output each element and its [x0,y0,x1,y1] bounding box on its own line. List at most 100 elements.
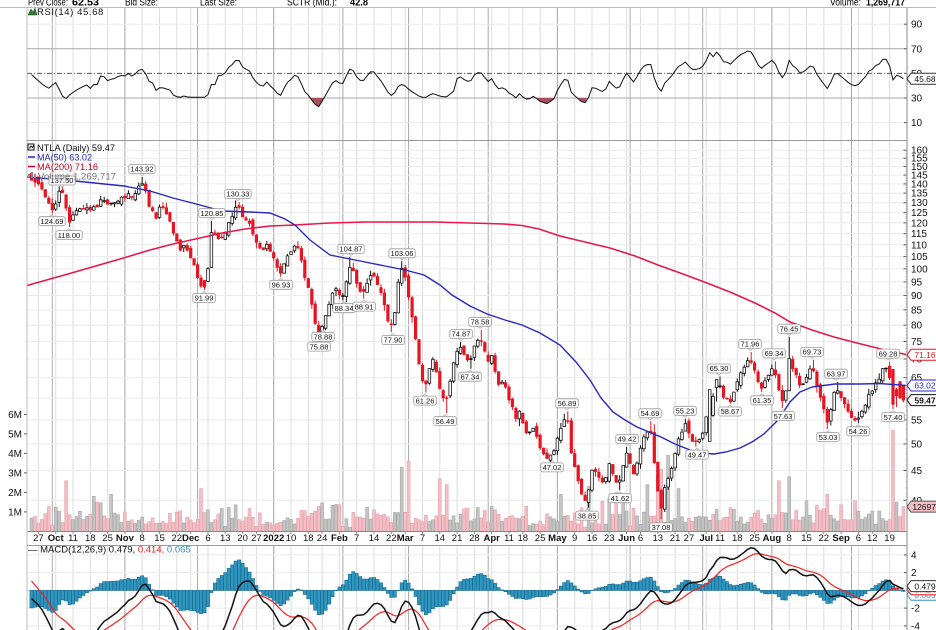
svg-text:-2: -2 [911,604,920,615]
svg-text:78.58: 78.58 [471,318,490,327]
svg-text:71.16: 71.16 [914,350,936,360]
svg-text:6M: 6M [8,410,22,421]
svg-text:SCTR (Mid.):: SCTR (Mid.): [287,0,337,9]
svg-text:63.97: 63.97 [827,369,846,378]
svg-text:15: 15 [801,533,812,544]
svg-text:23: 23 [604,533,615,544]
svg-text:Jun: Jun [618,533,635,544]
svg-text:16: 16 [587,533,598,544]
svg-text:105: 105 [911,252,928,263]
svg-text:7: 7 [354,533,359,544]
svg-text:20: 20 [237,533,248,544]
svg-text:25: 25 [749,533,760,544]
svg-text:150: 150 [911,162,928,173]
svg-text:27: 27 [251,533,262,544]
svg-text:Volume:: Volume: [830,0,861,9]
svg-text:18: 18 [303,533,314,544]
svg-text:125: 125 [911,208,928,219]
svg-text:61.35: 61.35 [753,396,772,405]
svg-text:1M: 1M [8,507,22,518]
svg-text:Jul: Jul [699,533,713,544]
svg-text:22: 22 [172,533,183,544]
svg-text:6: 6 [205,533,210,544]
svg-text:58.67: 58.67 [721,407,740,416]
svg-text:75: 75 [911,337,923,348]
svg-text:96.93: 96.93 [272,281,291,290]
svg-text:49.42: 49.42 [618,435,637,444]
svg-text:78.88: 78.88 [314,333,333,342]
svg-text:91.99: 91.99 [195,294,214,303]
svg-text:Aug: Aug [763,533,782,544]
svg-text:65: 65 [911,373,923,384]
svg-text:MA(50) 63.02: MA(50) 63.02 [37,153,92,163]
svg-text:37.08: 37.08 [652,523,671,532]
svg-text:10: 10 [911,118,923,129]
svg-text:62.53: 62.53 [72,0,99,9]
svg-text:— MACD(12,26,9) 0.479, 0.414,: — MACD(12,26,9) 0.479, 0.414, 0.065 [28,545,191,556]
svg-text:Prev Close:: Prev Close: [28,0,68,9]
svg-text:45: 45 [911,466,923,477]
svg-text:135: 135 [911,189,928,200]
svg-text:77.90: 77.90 [384,336,403,345]
svg-text:118.00: 118.00 [58,231,80,240]
svg-text:55.23: 55.23 [676,407,695,416]
svg-text:50: 50 [911,439,923,450]
svg-text:Oct: Oct [48,533,65,544]
svg-text:9: 9 [572,533,577,544]
svg-text:10: 10 [286,533,297,544]
svg-text:25: 25 [102,533,113,544]
svg-text:Feb: Feb [331,533,348,544]
svg-text:Dec: Dec [182,533,199,544]
svg-text:6: 6 [638,533,643,544]
svg-text:69.73: 69.73 [803,348,822,357]
svg-text:Last Size:: Last Size: [200,0,237,9]
svg-text:80: 80 [911,321,923,332]
svg-text:0.479: 0.479 [914,581,936,591]
svg-text:85: 85 [911,305,923,316]
svg-text:54.69: 54.69 [641,409,660,418]
svg-text:NTLA (Daily) 59.47: NTLA (Daily) 59.47 [37,143,115,154]
svg-text:104.87: 104.87 [340,245,363,254]
svg-text:88.34: 88.34 [335,304,354,313]
svg-text:-4: -4 [911,621,920,630]
svg-text:61.26: 61.26 [416,396,435,405]
svg-text:90: 90 [911,20,923,31]
svg-text:120: 120 [911,218,928,229]
svg-text:27: 27 [684,533,695,544]
svg-text:14: 14 [435,533,446,544]
svg-text:Sep: Sep [832,533,850,544]
svg-text:63.02: 63.02 [914,381,936,391]
svg-text:6: 6 [856,533,861,544]
svg-text:88.91: 88.91 [355,302,374,311]
svg-text:137.50: 137.50 [51,176,74,185]
svg-text:57.40: 57.40 [884,413,903,422]
svg-text:155: 155 [911,154,928,165]
svg-text:21: 21 [670,533,681,544]
svg-text:47.02: 47.02 [543,463,562,472]
svg-text:53.03: 53.03 [819,433,838,442]
svg-text:95: 95 [911,277,923,288]
svg-text:71.96: 71.96 [741,340,760,349]
svg-text:22: 22 [386,533,397,544]
svg-text:124.69: 124.69 [41,217,64,226]
svg-text:14: 14 [369,533,380,544]
svg-text:49.47: 49.47 [688,450,707,459]
svg-text:2M: 2M [8,488,22,499]
svg-text:Mar: Mar [397,533,414,544]
svg-text:45.68: 45.68 [914,74,936,84]
svg-text:12: 12 [867,533,878,544]
svg-text:110: 110 [911,240,927,251]
svg-text:2022: 2022 [263,533,284,544]
svg-text:Volume 1,269,717: Volume 1,269,717 [38,172,116,183]
svg-text:41.62: 41.62 [611,494,630,503]
svg-text:115: 115 [911,229,927,240]
svg-text:76.45: 76.45 [780,324,799,333]
svg-text:54.26: 54.26 [849,427,868,436]
svg-text:13: 13 [220,533,231,544]
svg-text:143.92: 143.92 [131,165,154,174]
svg-text:75.88: 75.88 [310,342,329,351]
svg-text:28: 28 [469,533,480,544]
svg-text:1,269,717: 1,269,717 [866,0,905,9]
svg-text:May: May [548,533,567,544]
svg-text:18: 18 [85,533,96,544]
